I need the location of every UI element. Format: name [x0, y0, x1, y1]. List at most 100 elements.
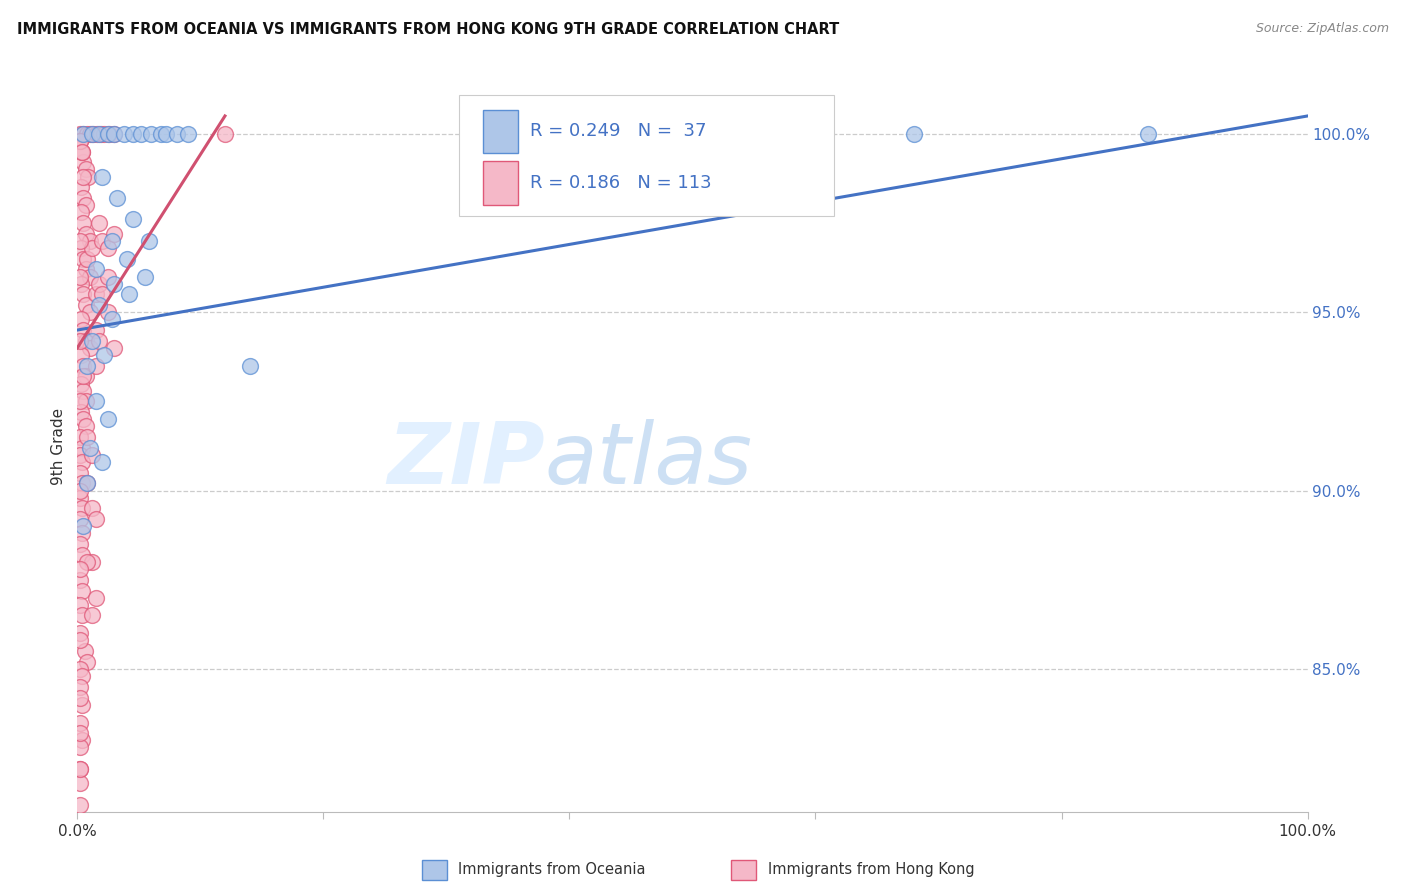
Point — [69, 448, 91, 462]
Point — [69, 466, 91, 480]
Point — [89, 298, 111, 312]
Text: ZIP: ZIP — [387, 419, 546, 502]
Point — [79, 341, 101, 355]
Point — [103, 277, 125, 291]
Point — [155, 127, 177, 141]
Point — [70, 501, 93, 516]
Point — [79, 234, 101, 248]
Point — [79, 127, 101, 141]
Point — [76, 127, 98, 141]
Point — [70, 669, 93, 683]
Text: Source: ZipAtlas.com: Source: ZipAtlas.com — [1256, 22, 1389, 36]
Point — [103, 127, 125, 141]
Point — [90, 234, 114, 248]
Point — [69, 491, 91, 505]
Point — [79, 305, 101, 319]
Point — [69, 662, 91, 676]
Point — [84, 262, 107, 277]
Point — [82, 127, 104, 141]
Point — [79, 269, 101, 284]
Point — [75, 394, 97, 409]
Point — [76, 430, 98, 444]
Point — [69, 269, 91, 284]
Point — [89, 277, 111, 291]
Point — [84, 394, 107, 409]
Point — [70, 441, 93, 455]
Point — [118, 287, 141, 301]
Point — [69, 740, 91, 755]
Point — [72, 127, 94, 141]
Point — [72, 287, 94, 301]
Point — [70, 145, 93, 159]
Point — [141, 127, 163, 141]
Point — [69, 690, 91, 705]
Point — [70, 348, 93, 362]
Bar — [484, 110, 517, 153]
Point — [69, 797, 91, 812]
Point — [70, 145, 93, 159]
Point — [69, 776, 91, 790]
Point — [82, 334, 104, 348]
Point — [129, 127, 153, 141]
Point — [70, 548, 93, 562]
Point — [76, 555, 98, 569]
Point — [150, 127, 173, 141]
Point — [75, 369, 97, 384]
Point — [97, 241, 120, 255]
Point — [69, 394, 91, 409]
Point — [70, 205, 93, 219]
Point — [75, 334, 97, 348]
Point — [98, 127, 121, 141]
Point — [70, 376, 93, 391]
Point — [84, 323, 107, 337]
Point — [89, 334, 111, 348]
Point — [90, 455, 114, 469]
Text: Immigrants from Hong Kong: Immigrants from Hong Kong — [768, 863, 974, 877]
Point — [93, 127, 115, 141]
Point — [72, 216, 94, 230]
Point — [70, 608, 93, 623]
Point — [69, 134, 91, 148]
Point — [82, 501, 104, 516]
Point — [76, 655, 98, 669]
Point — [121, 127, 143, 141]
Point — [97, 305, 120, 319]
Point — [82, 241, 104, 255]
Point — [76, 252, 98, 266]
Point — [76, 359, 98, 373]
Point — [89, 216, 111, 230]
Text: R = 0.186   N = 113: R = 0.186 N = 113 — [530, 174, 711, 192]
Bar — [484, 161, 517, 204]
Point — [82, 608, 104, 623]
Point — [70, 583, 93, 598]
Point — [69, 134, 91, 148]
Point — [101, 234, 124, 248]
Text: atlas: atlas — [546, 419, 752, 502]
Point — [69, 483, 91, 498]
Point — [69, 626, 91, 640]
Point — [69, 430, 91, 444]
Point — [103, 227, 125, 241]
Point — [76, 476, 98, 491]
Point — [72, 252, 94, 266]
Point — [69, 573, 91, 587]
Point — [72, 519, 94, 533]
Point — [69, 562, 91, 576]
FancyBboxPatch shape — [458, 95, 834, 216]
Point — [72, 369, 94, 384]
Point — [72, 359, 94, 373]
Point — [69, 726, 91, 740]
Point — [177, 127, 200, 141]
Point — [166, 127, 188, 141]
Point — [75, 262, 97, 277]
Point — [70, 312, 93, 326]
Point — [105, 191, 128, 205]
Point — [69, 633, 91, 648]
Point — [69, 598, 91, 612]
Point — [214, 127, 236, 141]
Point — [69, 715, 91, 730]
Point — [69, 234, 91, 248]
Point — [72, 155, 94, 169]
Point — [84, 359, 107, 373]
Point — [89, 127, 111, 141]
